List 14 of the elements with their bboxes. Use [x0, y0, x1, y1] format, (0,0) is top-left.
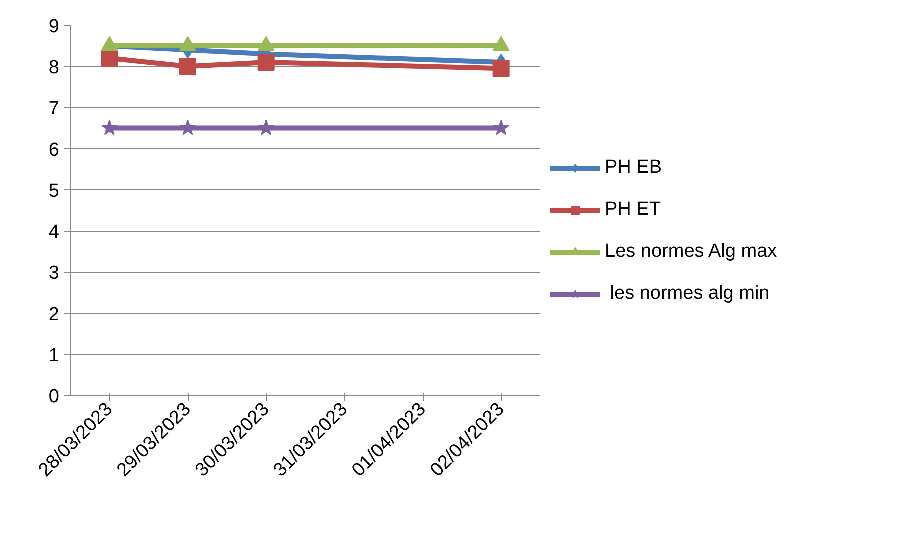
legend-label: PH EB [605, 157, 662, 179]
y-tick-label: 1 [48, 345, 60, 366]
y-tick-label: 9 [48, 16, 60, 38]
y-tick-label: 5 [48, 180, 60, 202]
legend-label: PH ET [605, 199, 661, 221]
y-tick-label: 6 [48, 140, 60, 161]
y-tick-label: 7 [48, 98, 60, 120]
y-tick-label: 4 [48, 222, 60, 244]
legend-label: les normes alg min [609, 283, 770, 305]
y-tick-label: 3 [48, 263, 60, 284]
legend-label: Les normes Alg max [605, 241, 778, 263]
y-tick-label: 2 [48, 304, 60, 326]
y-tick-label: 8 [48, 58, 60, 79]
y-tick-label: 0 [48, 386, 60, 408]
